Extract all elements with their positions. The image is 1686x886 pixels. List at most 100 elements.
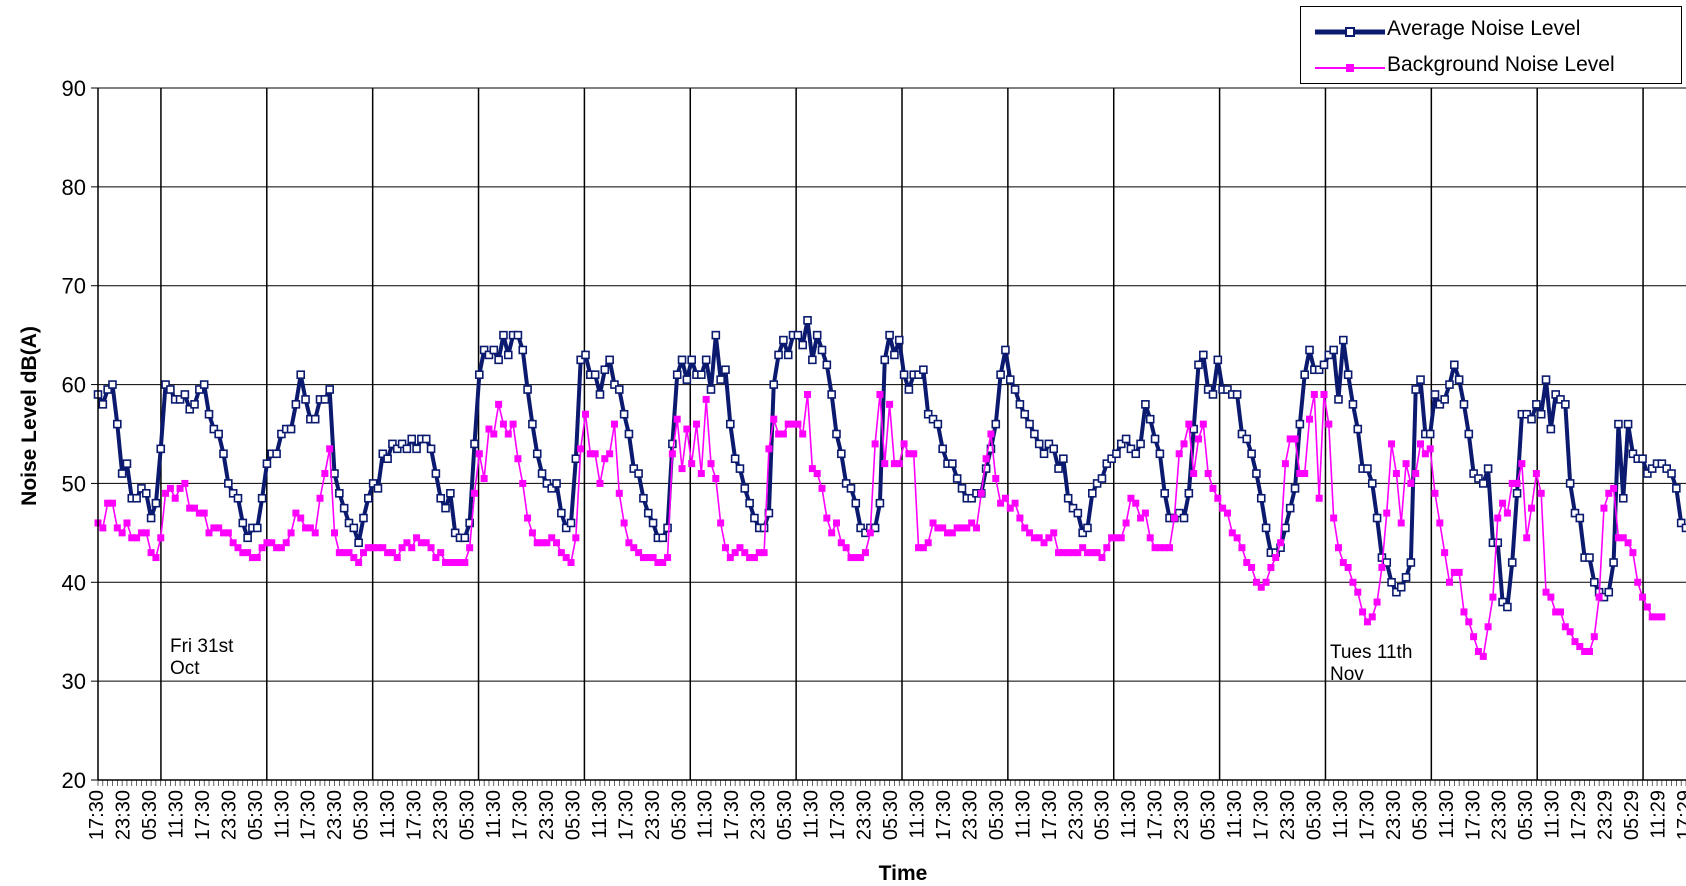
data-point: [152, 554, 160, 562]
data-point: [1605, 489, 1613, 497]
data-point: [495, 400, 503, 408]
data-point: [1623, 419, 1633, 429]
data-point: [596, 479, 604, 487]
data-point: [866, 529, 874, 537]
data-point: [672, 370, 682, 379]
data-point: [1320, 390, 1328, 398]
data-point: [818, 484, 826, 492]
data-point: [1141, 509, 1149, 517]
data-point: [1546, 424, 1556, 434]
x-tick-label: 11:30: [1436, 790, 1458, 839]
data-point: [1430, 390, 1440, 399]
data-point: [1643, 469, 1652, 478]
data-point: [239, 549, 247, 557]
data-point: [99, 524, 107, 532]
data-point: [1329, 345, 1338, 355]
data-point: [1059, 549, 1067, 557]
x-tick-label: 23:30: [324, 790, 346, 840]
data-point: [629, 464, 639, 473]
data-point: [195, 509, 203, 517]
x-tick-label: 05:30: [1092, 790, 1114, 840]
data-point: [490, 430, 498, 438]
data-point: [1305, 345, 1314, 355]
x-tick-label: 17:30: [298, 790, 320, 840]
data-point: [784, 420, 792, 428]
data-point: [648, 518, 658, 528]
data-point: [760, 549, 768, 557]
y-tick-label: 30: [62, 669, 86, 694]
data-point: [938, 444, 947, 454]
data-point: [133, 534, 141, 542]
x-tick-label: 05:30: [1515, 790, 1537, 840]
data-point: [1445, 578, 1453, 586]
data-point: [403, 539, 411, 547]
data-point: [374, 544, 382, 552]
data-point: [1643, 603, 1651, 611]
data-point: [1174, 508, 1184, 518]
data-point: [1330, 514, 1338, 522]
data-point: [1373, 598, 1381, 606]
data-point: [450, 528, 460, 538]
data-point: [1324, 350, 1334, 360]
data-point: [1098, 554, 1106, 562]
data-point: [1561, 400, 1570, 409]
data-point: [1464, 429, 1474, 439]
data-point: [296, 370, 306, 379]
data-point: [137, 529, 145, 537]
data-point: [1223, 385, 1232, 394]
data-point: [982, 455, 990, 463]
data-point: [330, 469, 339, 478]
data-point: [1093, 549, 1101, 557]
x-tick-label: 17:30: [509, 790, 531, 840]
data-point: [166, 385, 175, 394]
data-point: [1556, 395, 1565, 404]
data-point: [803, 316, 812, 325]
data-point: [1344, 563, 1352, 571]
series-average-noise-level: [93, 316, 1686, 612]
data-point: [373, 484, 383, 493]
data-point: [456, 559, 464, 567]
data-point: [750, 554, 758, 562]
data-point: [1417, 440, 1425, 448]
data-point: [857, 554, 865, 562]
data-point: [1628, 449, 1638, 459]
data-point: [996, 370, 1005, 379]
data-point: [291, 400, 301, 409]
x-tick-label: 05:30: [562, 790, 584, 840]
data-point: [1401, 573, 1411, 582]
data-point: [557, 549, 565, 557]
data-point: [1030, 429, 1039, 439]
data-point: [1542, 588, 1550, 596]
data-point: [489, 345, 499, 355]
data-point: [759, 523, 769, 533]
data-point: [326, 445, 334, 453]
y-tick-label: 50: [62, 471, 86, 496]
data-point: [682, 375, 692, 384]
data-point: [1112, 534, 1120, 542]
data-point: [659, 559, 667, 567]
data-point: [726, 554, 734, 562]
x-tick-label: 17:29: [1674, 790, 1686, 840]
x-tick-label: 23:30: [430, 790, 452, 840]
data-point: [572, 534, 580, 542]
data-point: [1460, 608, 1468, 616]
data-point: [846, 484, 856, 493]
y-tick-label: 90: [62, 76, 86, 101]
data-point: [1406, 558, 1416, 567]
data-point: [523, 385, 532, 394]
data-point: [1657, 459, 1667, 468]
x-tick-label: 11:30: [801, 790, 823, 839]
data-point: [1074, 549, 1082, 557]
data-point: [1610, 484, 1618, 492]
data-point: [548, 534, 556, 542]
y-tick-label: 80: [62, 175, 86, 200]
x-tick-label: 17:29: [1568, 790, 1590, 840]
data-point: [1552, 608, 1560, 616]
data-point: [460, 533, 470, 543]
data-point: [379, 544, 387, 552]
data-point: [1272, 554, 1280, 562]
data-point: [248, 554, 256, 562]
data-point: [1262, 578, 1270, 586]
data-point: [1039, 449, 1049, 459]
data-point: [1286, 435, 1294, 443]
